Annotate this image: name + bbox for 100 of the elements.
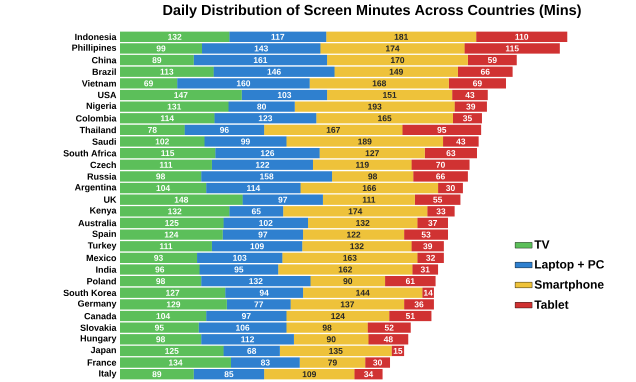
data-label: 15 — [394, 348, 402, 354]
y-tick-label: Thailand — [80, 126, 116, 134]
y-tick-label: Brazil — [92, 68, 116, 76]
data-label: 132 — [249, 278, 263, 284]
y-tick-label: South Korea — [63, 289, 117, 296]
data-label: 114 — [247, 185, 260, 191]
y-tick-label: Nigeria — [86, 102, 117, 111]
data-label: 189 — [358, 138, 372, 145]
data-label: 69 — [144, 80, 153, 86]
y-tick-label: Hungary — [80, 335, 116, 344]
data-label: 106 — [236, 324, 250, 331]
data-label: 52 — [384, 324, 394, 331]
data-label: 95 — [234, 266, 244, 272]
data-label: 102 — [156, 138, 169, 145]
data-label: 85 — [224, 371, 234, 378]
data-label: 110 — [515, 34, 528, 40]
data-label: 66 — [480, 68, 490, 75]
data-label: 96 — [220, 126, 229, 133]
data-label: 79 — [328, 360, 337, 366]
data-label: 158 — [260, 173, 274, 180]
data-label: 102 — [259, 220, 273, 226]
data-label: 131 — [168, 104, 182, 110]
data-label: 34 — [364, 371, 374, 378]
data-label: 31 — [420, 266, 430, 272]
legend-label: Smartphone — [534, 280, 604, 292]
data-label: 111 — [160, 162, 172, 168]
data-label: 32 — [426, 254, 435, 261]
y-tick-label: Argentina — [74, 184, 117, 192]
data-label: 90 — [326, 336, 336, 342]
data-label: 123 — [258, 115, 272, 122]
data-label: 181 — [394, 34, 408, 40]
data-label: 124 — [331, 313, 345, 319]
data-label: 129 — [166, 301, 180, 308]
data-label: 134 — [168, 360, 183, 366]
data-label: 163 — [343, 254, 357, 261]
data-label: 33 — [436, 208, 446, 214]
data-label: 37 — [428, 220, 438, 226]
data-label: 160 — [236, 80, 250, 86]
data-label: 83 — [260, 360, 270, 366]
data-label: 98 — [156, 278, 166, 284]
data-label: 170 — [390, 57, 404, 64]
data-label: 135 — [329, 348, 343, 354]
y-tick-label: Turkey — [88, 242, 116, 250]
data-label: 115 — [161, 150, 174, 156]
data-label: 111 — [160, 243, 172, 250]
legend-label: TV — [534, 240, 550, 249]
y-tick-label: Saudi — [92, 138, 116, 145]
data-label: 168 — [372, 80, 386, 86]
data-label: 127 — [366, 150, 379, 156]
data-label: 167 — [326, 126, 340, 133]
data-label: 126 — [260, 150, 274, 156]
data-label: 80 — [257, 104, 266, 110]
data-label: 39 — [423, 243, 432, 250]
y-tick-label: Spain — [92, 230, 116, 239]
y-tick-label: Kenya — [90, 207, 117, 216]
data-label: 122 — [347, 232, 360, 238]
data-label: 99 — [241, 138, 250, 145]
data-label: 63 — [446, 150, 456, 156]
data-label: 69 — [473, 80, 482, 86]
data-label: 147 — [174, 92, 188, 98]
data-label: 151 — [383, 92, 396, 98]
data-label: 132 — [356, 220, 370, 226]
data-label: 77 — [254, 301, 264, 308]
y-tick-label: Indonesia — [75, 34, 117, 40]
y-tick-label: USA — [98, 92, 116, 98]
data-label: 30 — [446, 185, 455, 192]
data-label: 68 — [247, 348, 256, 354]
y-tick-label: Slovakia — [80, 324, 117, 331]
data-label: 98 — [368, 173, 378, 180]
legend-label: Tablet — [534, 300, 568, 309]
data-label: 96 — [155, 266, 164, 272]
data-label: 55 — [433, 196, 442, 203]
y-tick-label: Italy — [99, 370, 116, 378]
data-label: 109 — [250, 243, 264, 250]
data-label: 132 — [168, 208, 182, 214]
data-label: 193 — [368, 104, 382, 110]
data-label: 59 — [488, 57, 497, 64]
data-label: 161 — [254, 57, 268, 64]
y-tick-label: France — [88, 359, 116, 366]
data-label: 124 — [164, 232, 178, 238]
data-label: 89 — [152, 57, 162, 64]
data-label: 48 — [384, 336, 393, 342]
data-label: 125 — [165, 220, 179, 226]
data-label: 90 — [343, 278, 352, 284]
data-label: 43 — [465, 92, 474, 98]
data-label: 39 — [466, 104, 476, 110]
y-tick-label: Vietnam — [82, 80, 116, 87]
y-tick-label: Canada — [84, 312, 117, 320]
data-label: 98 — [156, 173, 166, 180]
data-label: 99 — [156, 45, 166, 52]
data-label: 61 — [406, 278, 415, 284]
data-label: 146 — [268, 68, 281, 75]
data-label: 30 — [373, 360, 382, 366]
chart-title: Daily Distribution of Screen Minutes Across Countries (Mins) — [163, 4, 581, 18]
data-label: 70 — [436, 162, 445, 168]
data-label: 97 — [242, 313, 251, 320]
y-tick-label: Colombia — [76, 114, 117, 122]
data-label: 95 — [154, 324, 164, 331]
data-label: 94 — [260, 290, 269, 296]
data-label: 125 — [165, 348, 179, 354]
